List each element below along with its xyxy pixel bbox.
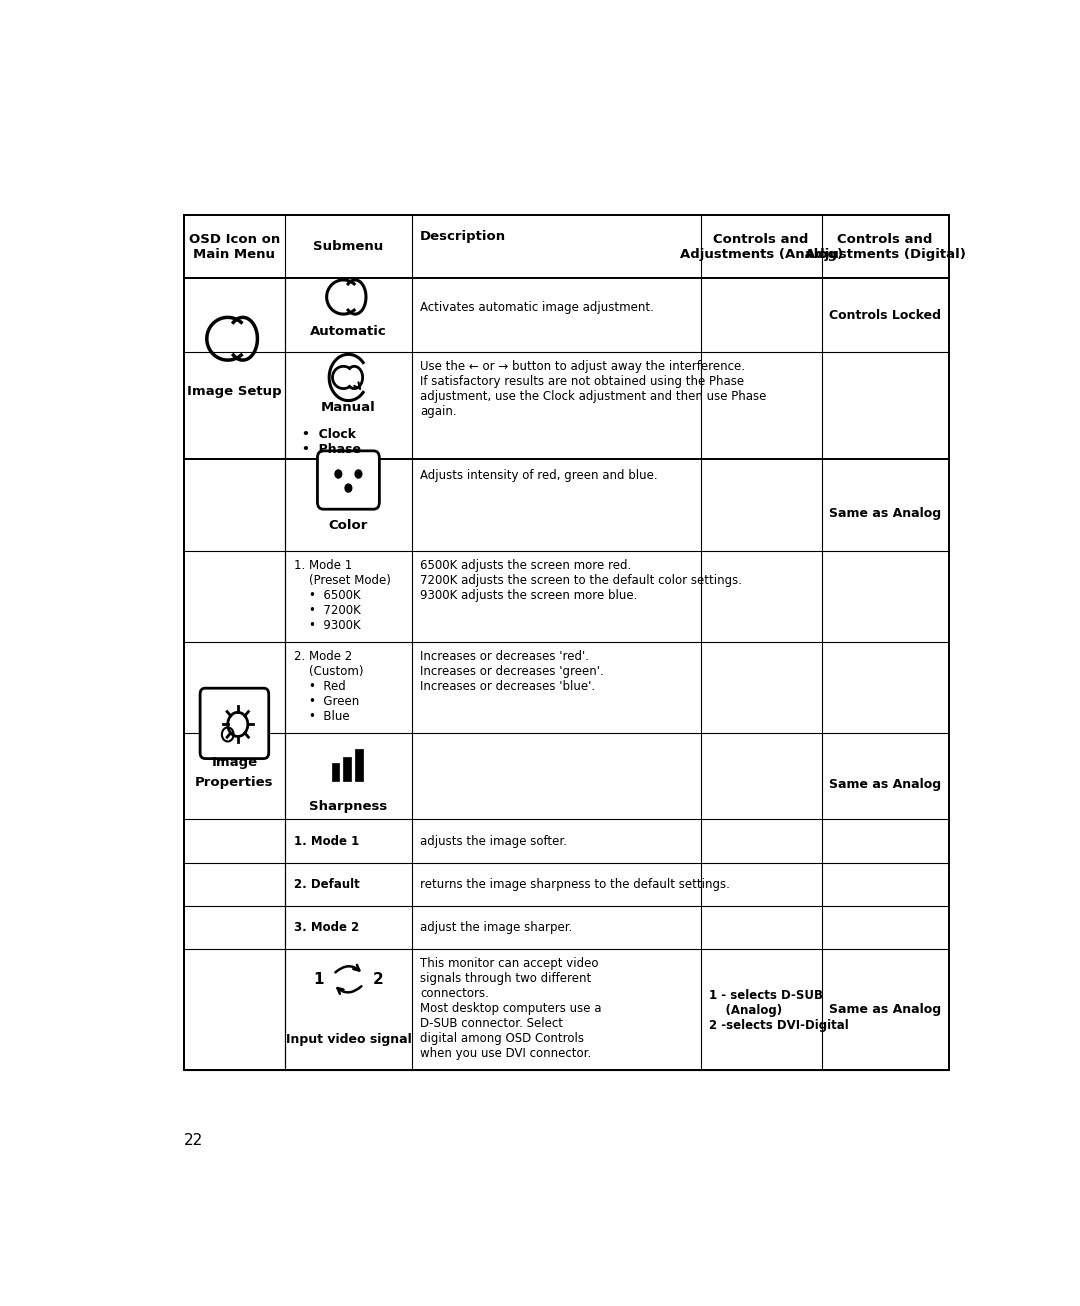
Bar: [343, 757, 351, 781]
Text: Automatic: Automatic: [310, 325, 387, 338]
Text: 2. Mode 2
    (Custom)
    •  Red
    •  Green
    •  Blue: 2. Mode 2 (Custom) • Red • Green • Blue: [294, 650, 363, 724]
Text: 3. Mode 2: 3. Mode 2: [294, 921, 359, 934]
Text: Same as Analog: Same as Analog: [829, 778, 941, 790]
Text: Manual: Manual: [321, 401, 376, 414]
Text: Sharpness: Sharpness: [309, 799, 388, 812]
Text: 2. Default: 2. Default: [294, 878, 360, 891]
Text: Controls and
Adjustments (Analog): Controls and Adjustments (Analog): [679, 232, 842, 261]
Text: Submenu: Submenu: [313, 240, 383, 253]
Text: Description: Description: [420, 230, 507, 243]
Text: Use the ← or → button to adjust away the interference.
If satisfactory results a: Use the ← or → button to adjust away the…: [420, 360, 767, 418]
Circle shape: [345, 485, 352, 492]
FancyBboxPatch shape: [200, 688, 269, 759]
Text: Controls Locked: Controls Locked: [829, 308, 941, 321]
Bar: [184, 460, 285, 1070]
Text: 1. Mode 1: 1. Mode 1: [294, 835, 359, 848]
Text: Controls and
Adjustments (Digital): Controls and Adjustments (Digital): [805, 232, 966, 261]
Text: Image Setup: Image Setup: [187, 384, 282, 397]
Text: This monitor can accept video
signals through two different
connectors.
Most des: This monitor can accept video signals th…: [420, 957, 602, 1060]
Text: OSD Icon on
Main Menu: OSD Icon on Main Menu: [189, 232, 280, 261]
Text: Properties: Properties: [195, 776, 273, 789]
Text: 22: 22: [184, 1132, 203, 1148]
Text: Adjusts intensity of red, green and blue.: Adjusts intensity of red, green and blue…: [420, 469, 658, 482]
Text: 1 - selects D-SUB
    (Analog)
2 -selects DVI-Digital: 1 - selects D-SUB (Analog) 2 -selects DV…: [710, 990, 849, 1032]
FancyBboxPatch shape: [318, 451, 379, 509]
Text: Same as Analog: Same as Analog: [829, 507, 941, 520]
Text: adjust the image sharper.: adjust the image sharper.: [420, 921, 572, 934]
Text: Increases or decreases 'red'.
Increases or decreases 'green'.
Increases or decre: Increases or decreases 'red'. Increases …: [420, 650, 604, 693]
Bar: [355, 750, 363, 781]
Text: adjusts the image softer.: adjusts the image softer.: [420, 835, 567, 848]
Bar: [332, 763, 339, 781]
Text: 1: 1: [313, 972, 324, 987]
Text: 6500K adjusts the screen more red.
7200K adjusts the screen to the default color: 6500K adjusts the screen more red. 7200K…: [420, 559, 742, 602]
Text: Color: Color: [328, 518, 368, 532]
Bar: [184, 278, 285, 460]
Text: Activates automatic image adjustment.: Activates automatic image adjustment.: [420, 300, 653, 313]
Text: Same as Analog: Same as Analog: [829, 1003, 941, 1016]
Text: •  Clock
•  Phase: • Clock • Phase: [302, 428, 361, 456]
Text: Input video signal: Input video signal: [285, 1033, 411, 1046]
Circle shape: [355, 470, 362, 478]
Text: Image: Image: [212, 756, 257, 769]
Text: 1. Mode 1
    (Preset Mode)
    •  6500K
    •  7200K
    •  9300K: 1. Mode 1 (Preset Mode) • 6500K • 7200K …: [294, 559, 391, 632]
Text: returns the image sharpness to the default settings.: returns the image sharpness to the defau…: [420, 878, 730, 891]
Text: 2: 2: [374, 972, 383, 987]
Circle shape: [335, 470, 341, 478]
